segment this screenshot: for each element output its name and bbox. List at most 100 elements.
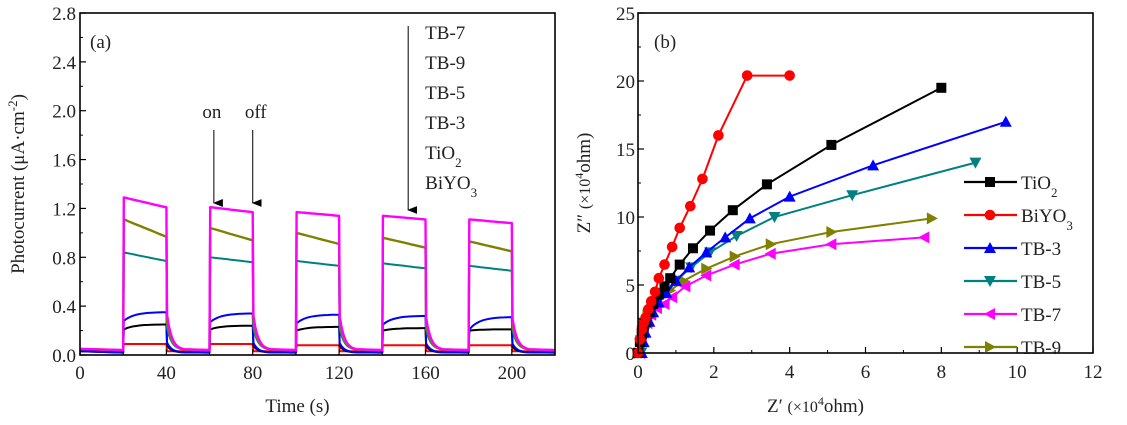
data-point	[674, 222, 686, 234]
data-point	[685, 200, 696, 212]
series-line-tb-3	[79, 311, 556, 354]
data-point	[679, 280, 691, 293]
data-point	[700, 246, 713, 258]
data-point	[761, 179, 772, 190]
data-point	[640, 312, 651, 323]
y-axis-title: Photocurrent (μA·cm-2)	[5, 94, 30, 274]
x-tick-label: 160	[411, 363, 440, 384]
data-point	[659, 259, 670, 270]
x-tick-label: 200	[498, 363, 527, 384]
on-off-annotations: on off	[202, 102, 267, 207]
data-point	[741, 70, 753, 81]
data-point	[768, 212, 781, 223]
data-point	[674, 259, 685, 270]
y-tick-label: 0.0	[52, 346, 76, 367]
x-tick-label: 10	[1008, 362, 1027, 383]
y-axis-title: Z″ (×104ohm)	[572, 133, 595, 234]
order-legend-item: TiO2	[425, 143, 461, 170]
data-point	[634, 334, 646, 345]
data-point	[765, 238, 777, 251]
x-tick-label: 2	[709, 362, 719, 383]
on-label: on	[202, 102, 222, 123]
order-legend-item: BiYO3	[425, 173, 477, 200]
series-tb-7	[633, 231, 930, 359]
x-axis-title: Z′ (×104ohm)	[767, 394, 864, 417]
y-tick-label: 2.8	[52, 4, 76, 25]
data-point	[729, 250, 741, 263]
data-point	[826, 225, 838, 238]
legend-marker-icon	[984, 308, 995, 320]
data-point	[969, 157, 982, 169]
plot-frame	[79, 12, 556, 356]
data-point	[697, 173, 708, 185]
order-legend-item: TB-3	[425, 113, 465, 134]
data-point	[764, 247, 776, 260]
series-biyo3	[632, 70, 795, 359]
legend-label: TiO2	[1021, 173, 1057, 200]
series-line	[640, 161, 976, 354]
series-line	[638, 236, 925, 354]
axis-ticks	[637, 12, 1094, 354]
series-tb-3	[635, 115, 1012, 358]
x-axis-title: Time (s)	[265, 396, 329, 417]
series-tio2	[633, 82, 947, 358]
legend-label: TB-9	[1021, 338, 1061, 359]
legend-item: TiO2	[964, 173, 1057, 200]
y-tick-label: 0	[626, 344, 636, 365]
data-point	[653, 272, 665, 284]
y-tick-label: 2.0	[52, 102, 76, 123]
y-tick-label: 20	[616, 72, 635, 93]
data-point	[926, 212, 938, 225]
y-tick-label: 0.8	[52, 248, 76, 269]
data-point	[700, 269, 712, 282]
y-tick-label: 2.4	[52, 53, 76, 74]
y-tick-label: 25	[616, 4, 635, 25]
legend-item: BiYO3	[964, 206, 1073, 233]
y-tick-label: 15	[616, 140, 635, 161]
y-tick-label: 0.4	[52, 297, 76, 318]
data-point	[658, 298, 670, 311]
data-point	[730, 231, 743, 243]
data-point	[719, 231, 732, 243]
x-tick-label: 12	[1084, 362, 1103, 383]
series-line-tio2	[79, 323, 556, 354]
legend-marker-icon	[984, 276, 996, 287]
panel-label: (b)	[654, 32, 676, 53]
data-point	[713, 130, 724, 141]
legend-marker-icon	[984, 242, 996, 253]
order-legend-item: TB-7	[425, 23, 465, 44]
order-legend-item: TB-9	[425, 53, 465, 74]
legend-label: TB-3	[1021, 239, 1061, 260]
series-line-biyo3	[79, 343, 555, 353]
data-point	[743, 212, 756, 224]
x-tick-label: 80	[243, 363, 262, 384]
legend-label: TB-5	[1021, 272, 1061, 293]
y-tick-label: 1.2	[52, 199, 76, 220]
data-point	[665, 273, 676, 284]
data-point	[666, 241, 678, 253]
data-point	[701, 262, 713, 275]
legend-item: TB-5	[964, 272, 1061, 293]
photocurrent-chart: 0 40 80 120 160 200 0.00.40.81.21.62.02.42.8 …	[5, 4, 556, 417]
legend-marker-icon	[985, 341, 996, 353]
data-point	[645, 296, 657, 307]
legend-item: TB-7	[964, 305, 1061, 326]
data-point	[784, 70, 795, 81]
data-point	[825, 238, 837, 251]
y-tick-label: 10	[616, 208, 635, 229]
y-tick-label: 5	[626, 276, 636, 297]
data-point	[867, 159, 880, 171]
data-point	[678, 274, 690, 287]
y-tick-labels: 0.0 0.4 0.8 1.2 1.6 2.0 2.4 2.8	[52, 4, 76, 367]
panel-label: (a)	[90, 32, 111, 53]
y-tick-labels: 0 5 10 15 20 25	[616, 4, 635, 365]
axis-ticks	[79, 12, 556, 356]
data-point	[783, 190, 796, 202]
x-tick-label: 40	[157, 363, 176, 384]
data-point	[727, 205, 738, 216]
data-point	[728, 258, 740, 271]
photocurrent-series-group	[79, 196, 556, 354]
data-point	[918, 231, 930, 244]
series-line	[640, 120, 1007, 354]
data-point	[936, 82, 947, 93]
